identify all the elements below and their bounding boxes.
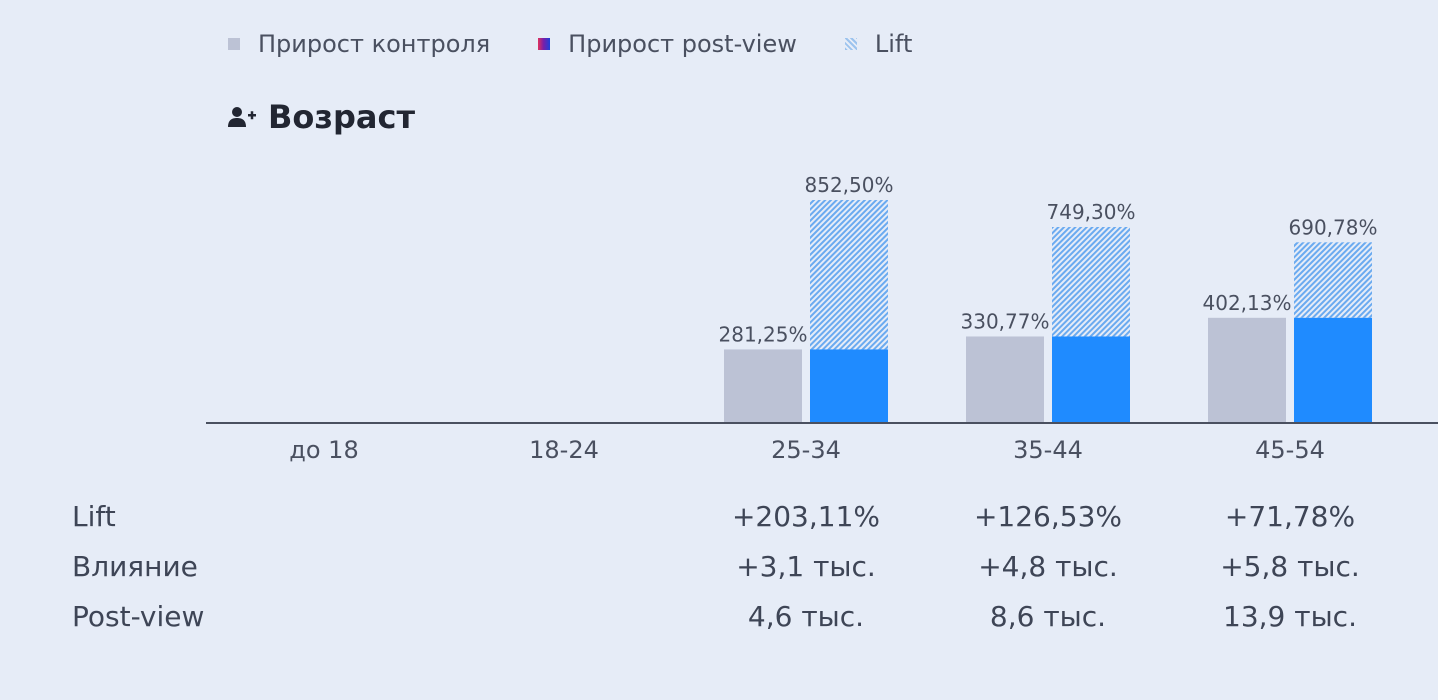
- x-tick-label: до 18: [289, 436, 358, 464]
- stat-row: Lift +203,11% +126,53% +71,78%: [0, 500, 1438, 540]
- x-tick-label: 18-24: [529, 436, 599, 464]
- bar-postview-base[interactable]: [1052, 336, 1130, 423]
- legend-item-lift[interactable]: Lift: [844, 30, 913, 58]
- chart-legend: Прирост контроля Прирост post-view Lift: [228, 30, 960, 58]
- stat-value: +4,8 тыс.: [978, 550, 1118, 583]
- data-label-postview: 852,50%: [805, 173, 894, 197]
- legend-item-postview[interactable]: Прирост post-view: [538, 30, 797, 58]
- legend-swatch-control: [228, 38, 240, 50]
- stat-value: 8,6 тыс.: [989, 600, 1107, 633]
- stat-value: +203,11%: [731, 500, 881, 533]
- legend-label-control: Прирост контроля: [258, 30, 491, 58]
- legend-swatch-postview: [538, 38, 551, 50]
- stat-row-label: Post-view: [72, 600, 205, 633]
- x-tick-label: 35-44: [1013, 436, 1083, 464]
- age-bar-chart: 281,25% 852,50% 330,77% 749,30% 402,13% 690,7…: [206, 173, 1438, 464]
- legend-item-control[interactable]: Прирост контроля: [228, 30, 490, 58]
- data-label-control: 402,13%: [1203, 291, 1292, 315]
- bar-postview-base[interactable]: [1294, 317, 1372, 423]
- stat-value: +126,53%: [973, 500, 1123, 533]
- x-tick-label: 25-34: [771, 436, 841, 464]
- stat-row: Влияние +3,1 тыс. +4,8 тыс. +5,8 тыс.: [0, 550, 1438, 590]
- section-title: Возраст: [228, 98, 415, 136]
- stat-value: 13,9 тыс.: [1223, 600, 1357, 633]
- bar-control[interactable]: [966, 336, 1044, 423]
- stat-row-label: Влияние: [72, 550, 198, 583]
- stat-row: Post-view 4,6 тыс. 8,6 тыс. 13,9 тыс.: [0, 600, 1438, 640]
- section-title-text: Возраст: [268, 98, 415, 136]
- bar-control[interactable]: [724, 349, 802, 423]
- stat-row-label: Lift: [72, 500, 116, 533]
- bar-control[interactable]: [1208, 317, 1286, 423]
- bar-postview-base[interactable]: [810, 349, 888, 423]
- legend-swatch-lift: [844, 38, 857, 50]
- bar-lift-segment[interactable]: [1294, 242, 1372, 318]
- legend-label-lift: Lift: [874, 30, 913, 58]
- data-label-postview: 690,78%: [1289, 215, 1378, 239]
- stat-value: +5,8 тыс.: [1220, 550, 1360, 583]
- data-label-control: 281,25%: [719, 322, 808, 346]
- bar-lift-segment[interactable]: [810, 200, 888, 350]
- stat-value: 4,6 тыс.: [747, 600, 865, 633]
- user-plus-icon: [228, 107, 256, 127]
- stat-value: +71,78%: [1224, 500, 1356, 533]
- stat-value: +3,1 тыс.: [736, 550, 876, 583]
- x-tick-label: 45-54: [1255, 436, 1325, 464]
- bar-lift-segment[interactable]: [1052, 226, 1130, 337]
- data-label-postview: 749,30%: [1047, 200, 1136, 224]
- data-label-control: 330,77%: [961, 309, 1050, 333]
- legend-label-postview: Прирост post-view: [568, 30, 797, 58]
